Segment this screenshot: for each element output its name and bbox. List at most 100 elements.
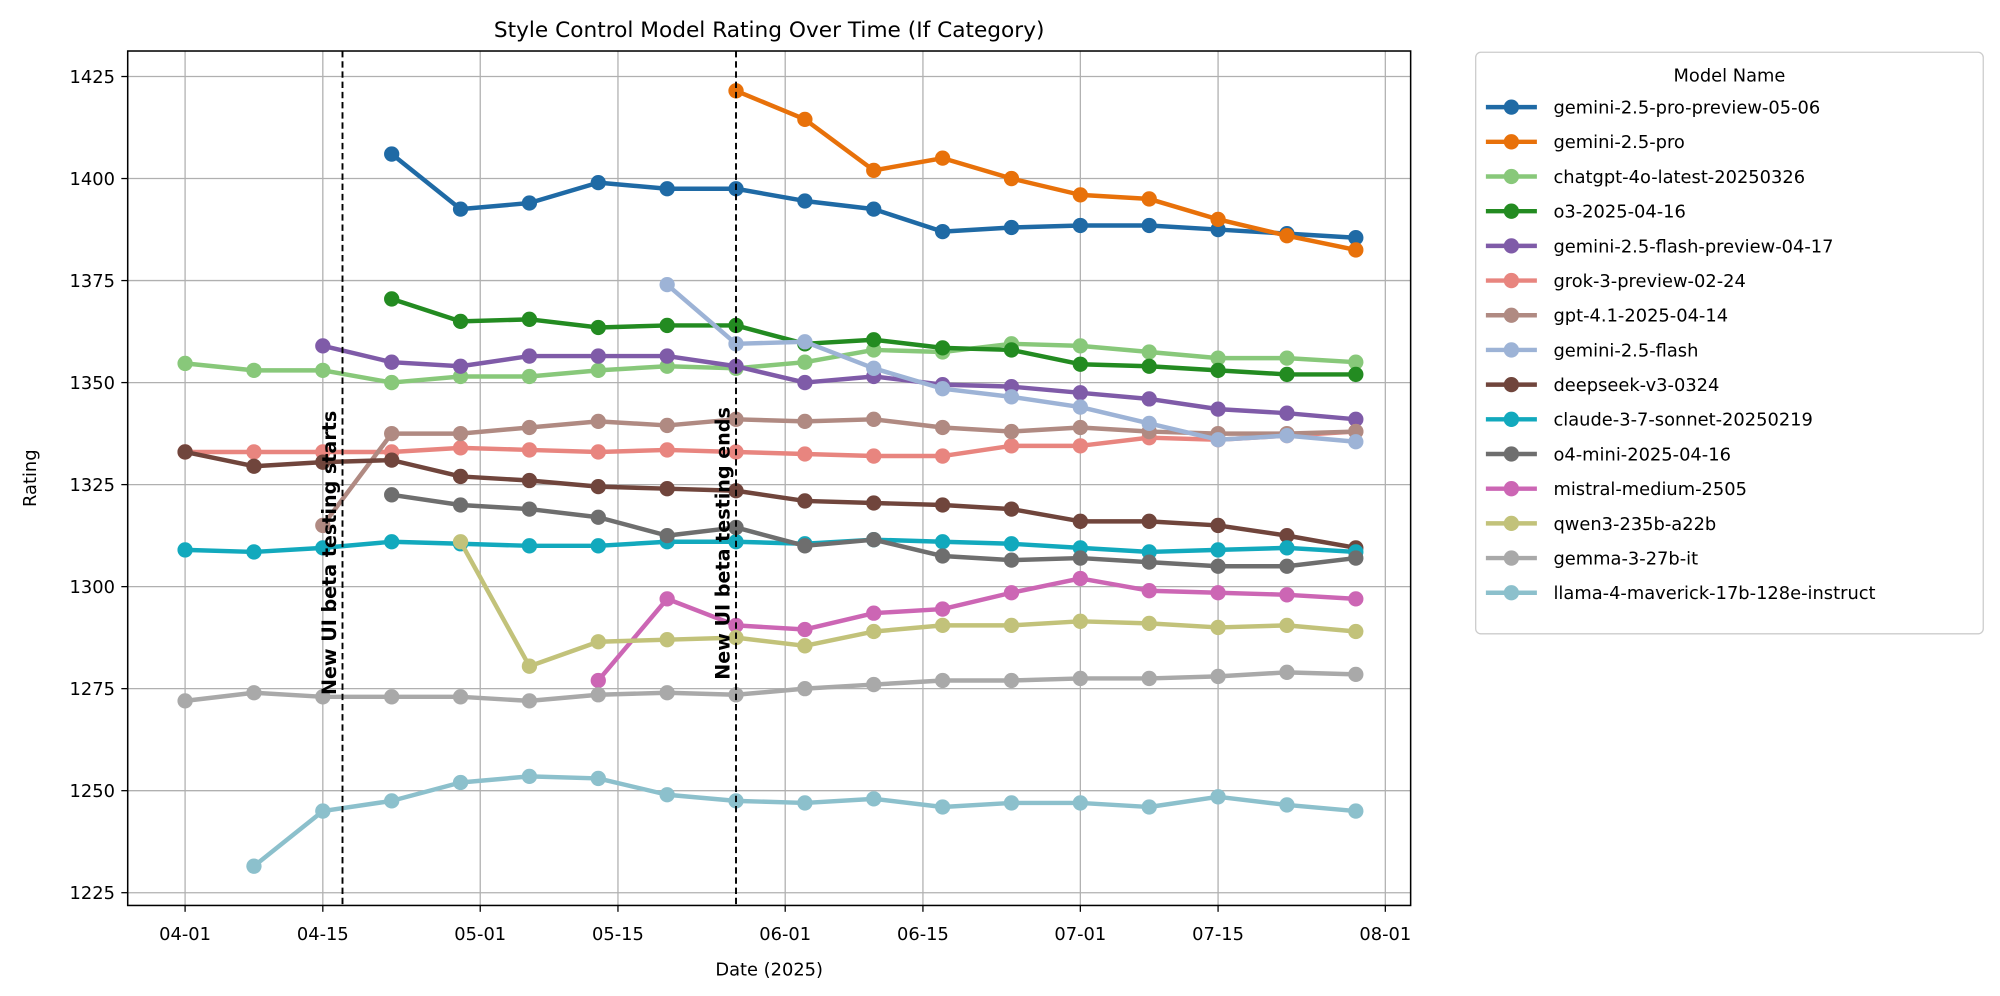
data-point (866, 411, 882, 427)
data-point (452, 774, 469, 791)
legend-label: chatgpt-4o-latest-20250326 (1553, 167, 1805, 188)
data-point (1279, 405, 1295, 421)
y-axis-label: Rating (20, 449, 41, 507)
legend-item: gemini-2.5-flash (1485, 340, 1698, 361)
data-point (452, 425, 469, 442)
data-point (1210, 432, 1226, 448)
data-point (659, 348, 675, 364)
data-point (246, 444, 262, 460)
data-point (246, 858, 262, 874)
data-point (177, 355, 193, 372)
legend-swatch-marker (1503, 99, 1520, 115)
data-point (659, 787, 675, 803)
data-point (728, 317, 744, 334)
data-point (521, 195, 538, 211)
series-line (184, 449, 1357, 551)
legend: Model Name gemini-2.5-pro-preview-05-06 g… (1475, 51, 1984, 635)
series-o4-mini-2025-04-16 (384, 487, 1364, 574)
data-point (1348, 354, 1364, 370)
axis-ticks: 04-01 04-15 05-01 05-15 06-01 06-15 07-01 07-15… (70, 67, 1412, 945)
data-point (521, 693, 538, 709)
data-point (521, 311, 538, 327)
legend-swatch-marker (1503, 411, 1520, 427)
series-line (322, 343, 1357, 422)
data-point (1210, 619, 1226, 636)
data-point (1003, 219, 1020, 236)
data-point (797, 374, 813, 391)
data-point (1072, 356, 1088, 372)
data-point (1003, 438, 1020, 454)
data-point (1279, 527, 1295, 544)
data-point (866, 623, 882, 640)
data-point (452, 313, 469, 330)
data-point (452, 689, 469, 705)
series-line (252, 774, 1357, 868)
data-point (1210, 585, 1226, 601)
data-point (1072, 670, 1088, 687)
data-point (1279, 587, 1295, 603)
data-point (934, 617, 951, 634)
legend-label: o3-2025-04-16 (1553, 202, 1685, 223)
series-gemini-2.5-pro-preview-05-06 (384, 146, 1364, 246)
data-point (1348, 230, 1364, 246)
legend-swatch-marker (1503, 238, 1520, 254)
data-point (384, 425, 400, 442)
data-point (934, 799, 951, 815)
data-point (1141, 513, 1157, 529)
data-point (934, 419, 951, 436)
data-point (452, 534, 469, 550)
series-line (596, 576, 1356, 682)
data-point (590, 362, 606, 378)
legend-label: qwen3-235b-a22b (1553, 514, 1716, 535)
data-point (659, 181, 675, 197)
legend-item: qwen3-235b-a22b (1485, 514, 1716, 535)
data-point (1210, 558, 1226, 574)
data-point (384, 487, 400, 503)
data-point (797, 621, 813, 638)
data-point (1141, 344, 1157, 360)
data-point (1141, 191, 1157, 207)
series-group (177, 83, 1364, 874)
data-point (728, 519, 744, 536)
legend-label: gpt-4.1-2025-04-14 (1553, 306, 1728, 327)
data-point (1210, 789, 1226, 805)
data-point (1210, 668, 1226, 685)
chart-title: Style Control Model Rating Over Time (If… (494, 18, 1045, 43)
data-point (1141, 583, 1157, 599)
data-point (1279, 558, 1295, 574)
data-point (866, 360, 882, 376)
legend-swatch-marker (1503, 550, 1520, 566)
series-deepseek-v3-0324 (177, 444, 1364, 556)
data-point (1072, 795, 1088, 811)
x-tick-label: 04-15 (297, 924, 349, 945)
legend-label: deepseek-v3-0324 (1553, 375, 1719, 396)
legend-label: llama-4-maverick-17b-128e-instruct (1553, 583, 1875, 604)
data-point (659, 527, 675, 544)
data-point (1003, 342, 1020, 358)
data-point (1279, 366, 1295, 383)
data-point (1003, 536, 1020, 552)
data-point (590, 413, 606, 430)
series-line (185, 429, 1356, 459)
data-point (934, 381, 951, 397)
legend-item: o3-2025-04-16 (1485, 202, 1686, 223)
data-point (934, 150, 951, 166)
data-point (1072, 419, 1088, 436)
data-point (1072, 613, 1088, 629)
x-tick-label: 05-01 (454, 924, 506, 945)
data-point (797, 493, 813, 509)
legend-item: o4-mini-2025-04-16 (1485, 444, 1731, 465)
data-point (521, 501, 538, 517)
data-point (866, 676, 882, 693)
series-qwen3-235b-a22b (452, 534, 1364, 674)
data-point (590, 634, 606, 650)
data-point (315, 362, 331, 378)
data-point (1003, 170, 1020, 187)
annotations: New UI beta testing starts New UI beta te… (318, 51, 737, 906)
y-tick-label: 1425 (70, 67, 115, 88)
data-point (1348, 666, 1364, 683)
data-point (246, 685, 262, 701)
y-tick-label: 1400 (70, 169, 115, 190)
data-point (246, 362, 262, 378)
data-point (728, 83, 744, 99)
